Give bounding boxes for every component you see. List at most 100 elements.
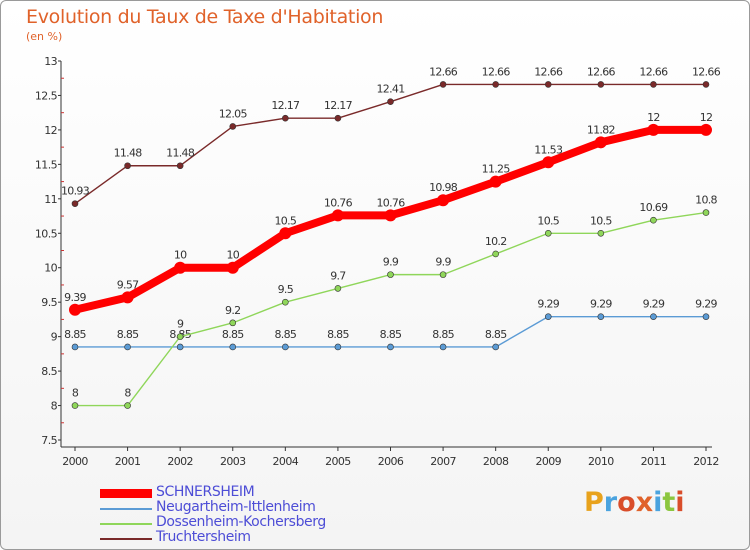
data-label: 10 [174, 249, 187, 262]
y-tick-label: 12.5 [35, 89, 58, 102]
data-label: 12.17 [271, 99, 300, 112]
data-point [176, 333, 184, 340]
data-point [384, 209, 397, 222]
data-point [700, 123, 712, 136]
legend-swatch [100, 523, 152, 525]
data-label: 12.66 [534, 65, 563, 78]
data-label: 12 [647, 111, 660, 124]
legend-label: Truchtersheim [156, 529, 251, 545]
data-point [279, 227, 292, 240]
x-tick-label: 2009 [535, 455, 561, 468]
data-label: 9.29 [537, 298, 559, 311]
data-label: 8 [72, 387, 79, 400]
data-label: 9.5 [278, 283, 294, 296]
data-point [597, 313, 605, 320]
data-label: 10.5 [590, 214, 612, 227]
data-point [124, 402, 131, 409]
x-tick-label: 2005 [325, 455, 351, 468]
data-label: 9.2 [225, 304, 240, 317]
data-label: 8.85 [222, 328, 244, 341]
data-label: 11.48 [166, 147, 195, 160]
legend-swatch [100, 538, 152, 540]
y-tick-label: 8.5 [41, 365, 57, 378]
data-point [702, 81, 710, 88]
data-label: 9.29 [590, 298, 612, 311]
data-point [387, 343, 394, 351]
data-label: 11.48 [114, 147, 143, 160]
data-label: 8.85 [327, 328, 349, 341]
data-point [597, 229, 605, 237]
data-point [282, 343, 289, 351]
data-label: 9.7 [330, 269, 346, 282]
data-label: 8.85 [432, 328, 454, 341]
data-point [439, 343, 447, 351]
data-point [124, 343, 131, 351]
data-point [334, 343, 342, 351]
data-point [229, 123, 237, 130]
y-tick-label: 8 [51, 400, 58, 413]
legend-label: SCHNERSHEIM [156, 484, 255, 500]
y-tick-label: 10 [44, 262, 57, 275]
data-point [542, 156, 555, 169]
x-tick-label: 2007 [430, 455, 456, 468]
data-label: 8 [124, 387, 131, 400]
data-label: 8.85 [117, 328, 139, 341]
data-label: 9.29 [695, 298, 717, 311]
data-point [650, 313, 657, 320]
y-tick-label: 9.5 [41, 296, 57, 309]
data-label: 8.85 [64, 328, 86, 341]
logo-letter: P [584, 487, 604, 518]
data-label: 9.29 [643, 298, 665, 311]
data-point [174, 261, 187, 274]
data-point [282, 114, 289, 122]
data-label: 10.98 [429, 181, 458, 194]
data-label: 8.85 [485, 328, 507, 341]
logo-letter: t [662, 487, 676, 518]
data-label: 10.5 [274, 214, 296, 227]
data-label: 12.66 [639, 65, 668, 78]
data-label: 12.66 [692, 65, 721, 78]
legend: SCHNERSHEIM Neugartheim-Ittlenheim Dosse… [100, 484, 360, 546]
chart-subtitle: (en %) [26, 30, 63, 43]
data-point [439, 81, 447, 88]
data-label: 12 [700, 111, 713, 124]
data-point [597, 81, 605, 88]
legend-item-dossenheim-kochersberg: Dossenheim-Kochersberg [100, 514, 360, 531]
data-label: 11.82 [587, 123, 615, 136]
logo-letter: o [617, 487, 636, 518]
data-label: 9.57 [117, 278, 139, 291]
data-point [647, 123, 660, 136]
legend-item-truchtersheim: Truchtersheim [100, 529, 360, 546]
legend-label: Neugartheim-Ittlenheim [156, 499, 316, 515]
data-point [492, 343, 499, 351]
data-point [226, 261, 239, 274]
proxiti-logo: Proxiti [584, 487, 685, 518]
data-label: 10 [226, 249, 239, 262]
data-point [176, 343, 184, 351]
logo-letter: r [603, 487, 618, 518]
data-label: 10.69 [639, 201, 668, 214]
y-tick-label: 13 [44, 55, 57, 68]
data-point [437, 194, 450, 207]
y-tick-label: 10.5 [35, 227, 58, 240]
logo-letter: i [653, 487, 663, 518]
data-point [69, 303, 81, 316]
y-tick-label: 11.5 [35, 158, 58, 171]
data-point [702, 313, 710, 320]
y-tick-label: 11 [44, 193, 57, 206]
data-point [594, 136, 607, 149]
data-label: 10.76 [377, 196, 406, 209]
data-point [334, 285, 342, 292]
y-tick-label: 12 [44, 124, 57, 137]
data-label: 12.41 [377, 83, 405, 96]
data-label: 11.25 [482, 163, 511, 176]
data-point [334, 114, 342, 122]
y-tick-label: 7.5 [41, 434, 57, 447]
data-label: 8.85 [380, 328, 402, 341]
data-label: 8.85 [274, 328, 296, 341]
data-label: 10.8 [695, 194, 717, 207]
data-point [650, 216, 657, 224]
data-point [492, 250, 499, 258]
